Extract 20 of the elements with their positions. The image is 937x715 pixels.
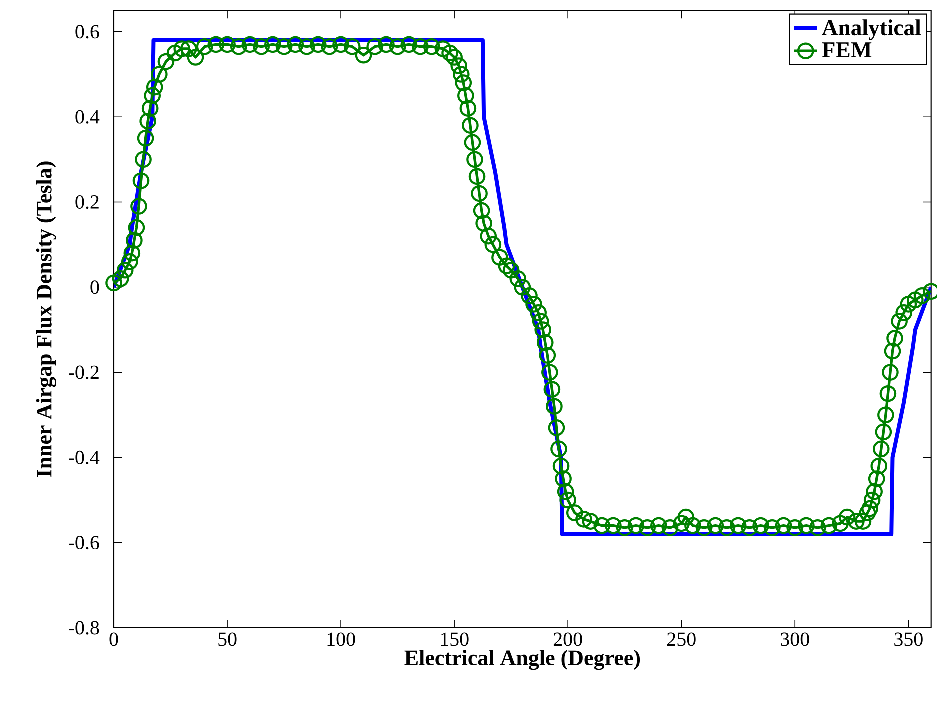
y-tick-label: -0.4 [69,450,100,465]
y-tick-label: -0.6 [69,536,100,550]
y-tick-label: 0.2 [76,195,99,210]
y-tick-label: -0.2 [69,366,99,380]
y-tick-label: 0 [90,280,100,294]
y-tick-label: 0.4 [76,110,100,124]
x-tick-label: 200 [554,632,582,646]
x-tick-label: 350 [894,632,923,646]
x-axis-title: Electrical Angle (Degree) [404,650,640,670]
legend-label: FEM [822,42,872,58]
x-tick-label: 250 [667,632,696,646]
legend-label: Analytical [822,20,922,40]
x-tick-label: 0 [110,632,118,646]
x-tick-label: 150 [441,632,469,646]
x-tick-label: 50 [218,632,237,646]
y-tick-label: 0.6 [76,25,100,39]
y-tick-label: -0.8 [69,621,100,635]
x-tick-label: 300 [781,632,810,646]
x-tick-label: 100 [328,632,356,646]
y-axis-title: Inner Airgap Flux Density (Tesla) [36,162,56,478]
